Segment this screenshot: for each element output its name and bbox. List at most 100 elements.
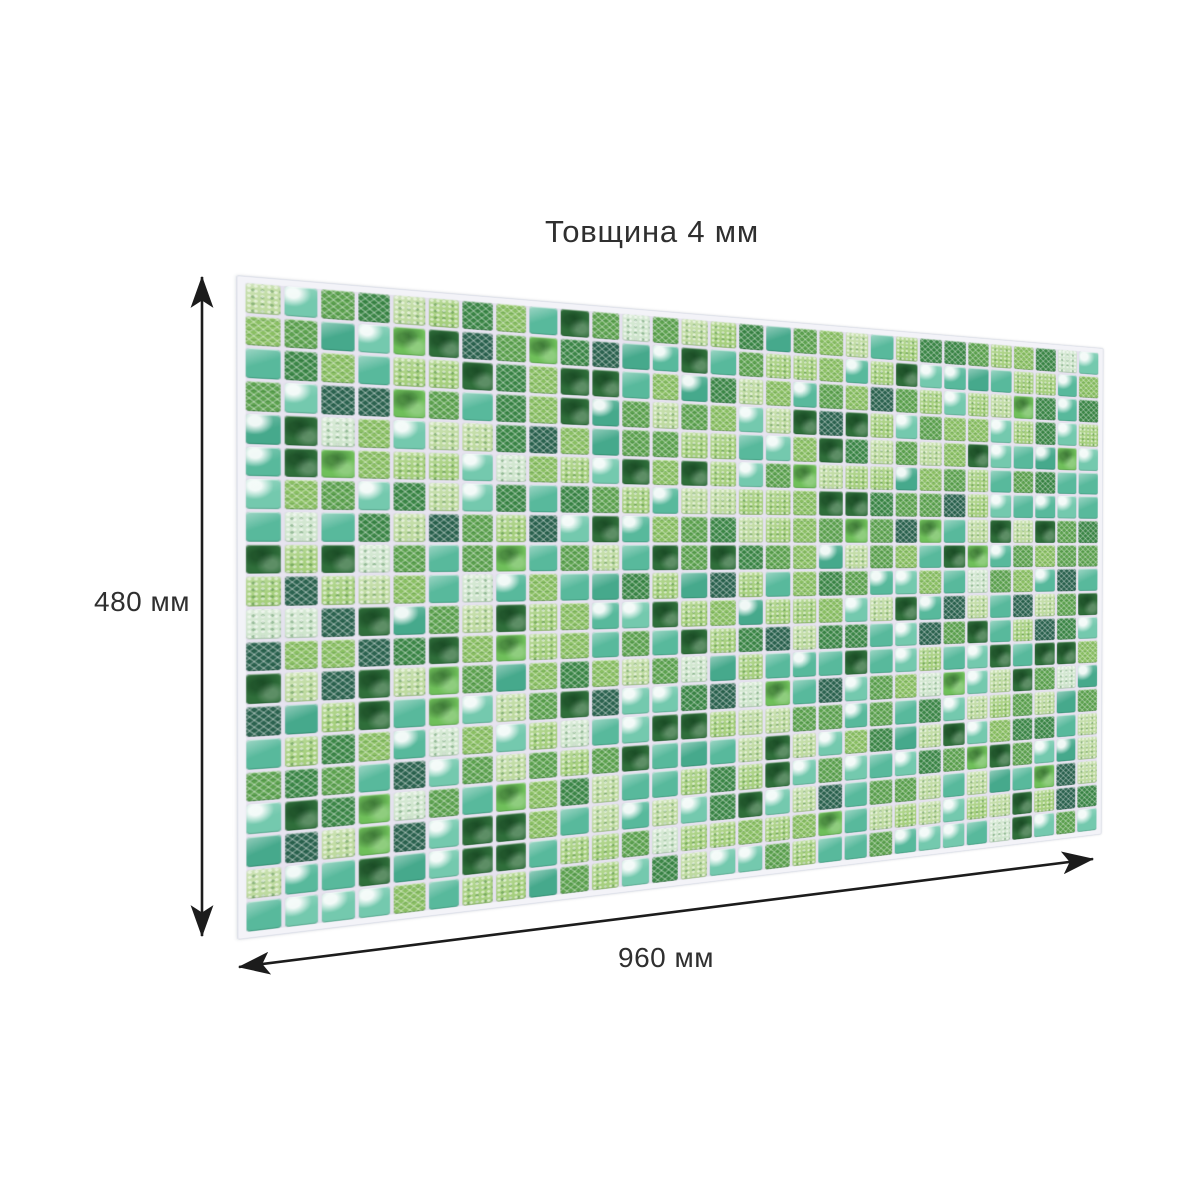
mosaic-tile: [1035, 544, 1055, 568]
mosaic-tile: [428, 878, 460, 911]
mosaic-tile: [462, 453, 493, 482]
mosaic-tile: [818, 783, 842, 810]
mosaic-tile: [845, 332, 869, 358]
mosaic-tile: [1056, 617, 1077, 641]
mosaic-tile: [428, 452, 460, 481]
mosaic-tile: [622, 342, 650, 371]
mosaic-tile: [845, 411, 869, 438]
mosaic-tile: [738, 461, 764, 488]
mosaic-tile: [321, 544, 355, 574]
mosaic-tile: [990, 644, 1011, 668]
mosaic-tile: [1056, 762, 1076, 787]
mosaic-tile: [560, 631, 589, 660]
mosaic-tile: [943, 519, 966, 543]
mosaic-panel: [236, 275, 1104, 941]
mosaic-tile: [766, 407, 791, 434]
mosaic-tile: [622, 544, 650, 571]
mosaic-tile: [895, 596, 918, 621]
mosaic-tile: [943, 595, 965, 620]
mosaic-tile: [462, 361, 493, 391]
mosaic-tile: [944, 391, 966, 416]
mosaic-tile: [870, 648, 893, 674]
mosaic-tile: [245, 348, 281, 380]
mosaic-tile: [284, 576, 318, 606]
mosaic-tile: [358, 386, 391, 417]
mosaic-tile: [428, 482, 460, 512]
mosaic-tile: [1078, 616, 1098, 640]
mosaic-tile: [528, 838, 558, 869]
mosaic-tile: [358, 824, 391, 856]
mosaic-tile: [894, 725, 917, 751]
mosaic-tile: [792, 571, 817, 597]
mosaic-tile: [462, 422, 493, 452]
mosaic-tile: [944, 340, 966, 365]
mosaic-tile: [919, 774, 941, 800]
mosaic-tile: [990, 569, 1011, 593]
mosaic-tile: [462, 574, 493, 603]
mosaic-tile: [284, 830, 319, 864]
mosaic-tile: [560, 544, 589, 572]
mosaic-tile: [818, 703, 843, 730]
mosaic-tile: [496, 841, 526, 872]
mosaic-tile: [284, 639, 318, 671]
mosaic-tile: [844, 807, 868, 834]
mosaic-tile: [394, 882, 426, 915]
mosaic-tile: [793, 409, 817, 435]
mosaic-tile: [766, 380, 791, 407]
mosaic-tile: [869, 830, 893, 858]
mosaic-tile: [496, 633, 526, 662]
mosaic-tile: [462, 664, 493, 694]
mosaic-tile: [652, 544, 679, 571]
mosaic-tile: [1035, 520, 1056, 543]
mosaic-tile: [870, 360, 894, 386]
mosaic-tile: [943, 493, 966, 518]
mosaic-tile: [428, 297, 460, 329]
mosaic-tile: [792, 839, 816, 867]
mosaic-tile: [358, 700, 391, 731]
mosaic-tile: [990, 444, 1012, 468]
mosaic-tile: [393, 513, 426, 542]
mosaic-tile: [496, 484, 526, 512]
mosaic-tile: [1057, 496, 1077, 519]
mosaic-tile: [709, 682, 736, 710]
mosaic-tile: [895, 362, 918, 388]
mosaic-tile: [651, 826, 679, 855]
mosaic-tile: [496, 812, 526, 843]
mosaic-tile: [870, 726, 893, 753]
mosaic-tile: [919, 799, 941, 826]
mosaic-tile: [943, 620, 965, 645]
mosaic-tile: [528, 779, 558, 810]
mosaic-tile: [1078, 520, 1098, 543]
mosaic-tile: [990, 594, 1011, 618]
mosaic-tile: [845, 544, 868, 569]
mosaic-tile: [462, 604, 493, 633]
mosaic-tile: [1012, 667, 1033, 692]
mosaic-tile: [652, 713, 679, 742]
mosaic-tile: [710, 572, 736, 598]
mosaic-tile: [284, 447, 318, 478]
mosaic-tile: [943, 696, 965, 721]
mosaic-tile: [1057, 373, 1078, 398]
mosaic-tile: [845, 465, 869, 490]
mosaic-tile: [895, 492, 918, 517]
mosaic-tile: [894, 750, 917, 777]
mosaic-tile: [966, 670, 988, 695]
mosaic-tile: [943, 671, 965, 696]
mosaic-tile: [591, 861, 619, 891]
mosaic-tile: [920, 389, 942, 415]
mosaic-tile: [870, 596, 893, 622]
mosaic-tile: [681, 795, 707, 824]
mosaic-tile: [919, 748, 941, 775]
mosaic-tile: [919, 493, 942, 517]
mosaic-tile: [528, 484, 558, 513]
mosaic-tile: [738, 378, 764, 406]
mosaic-tile: [944, 416, 966, 442]
mosaic-tile: [1079, 399, 1099, 423]
mosaic-tile: [681, 572, 708, 599]
mosaic-tile: [819, 437, 843, 463]
mosaic-tile: [622, 658, 650, 686]
mosaic-tile: [1078, 568, 1098, 591]
mosaic-tile: [1078, 496, 1098, 519]
mosaic-tile: [321, 607, 355, 637]
mosaic-tile: [652, 516, 679, 543]
